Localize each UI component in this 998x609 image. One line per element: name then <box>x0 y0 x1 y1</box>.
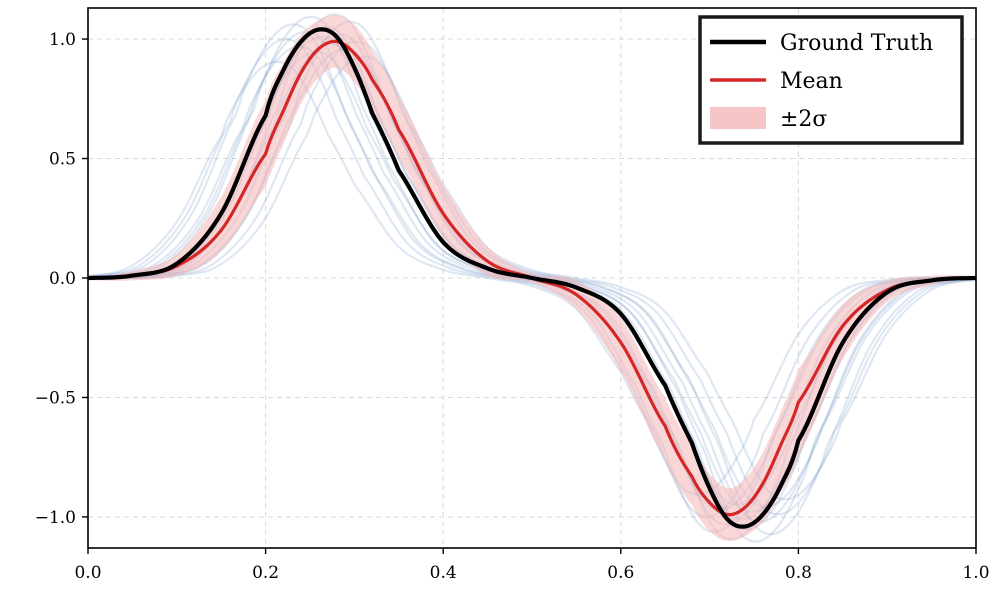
sample-curve <box>88 38 976 518</box>
x-tick-label: 0.0 <box>74 563 101 583</box>
sample-curve <box>88 60 976 496</box>
legend-band-swatch <box>710 107 766 129</box>
y-tick-label: −1.0 <box>35 508 76 528</box>
legend-label: Mean <box>780 69 843 94</box>
y-tick-label: 0.5 <box>49 150 76 170</box>
x-tick-label: 1.0 <box>962 563 989 583</box>
x-tick-label: 0.8 <box>785 563 812 583</box>
y-tick-label: −0.5 <box>35 388 76 408</box>
sample-curve <box>88 23 976 533</box>
legend-label: ±2σ <box>780 107 827 132</box>
ground-truth-line <box>88 27 976 529</box>
legend: Ground Truth Mean ±2σ <box>698 15 964 145</box>
x-tick-label: 0.4 <box>430 563 457 583</box>
x-tick-label: 0.2 <box>252 563 279 583</box>
y-tick-label: 1.0 <box>49 30 76 50</box>
x-tick-label: 0.6 <box>607 563 634 583</box>
sample-curve <box>88 55 976 501</box>
axes: 0.0 0.2 0.4 0.6 0.8 1.0 1.0 0.5 0.0 −0.5 −1.0 <box>35 7 990 583</box>
y-tick-label: 0.0 <box>49 269 76 289</box>
legend-label: Ground Truth <box>780 31 933 56</box>
series-lines <box>88 27 976 529</box>
sample-curve <box>88 40 976 516</box>
